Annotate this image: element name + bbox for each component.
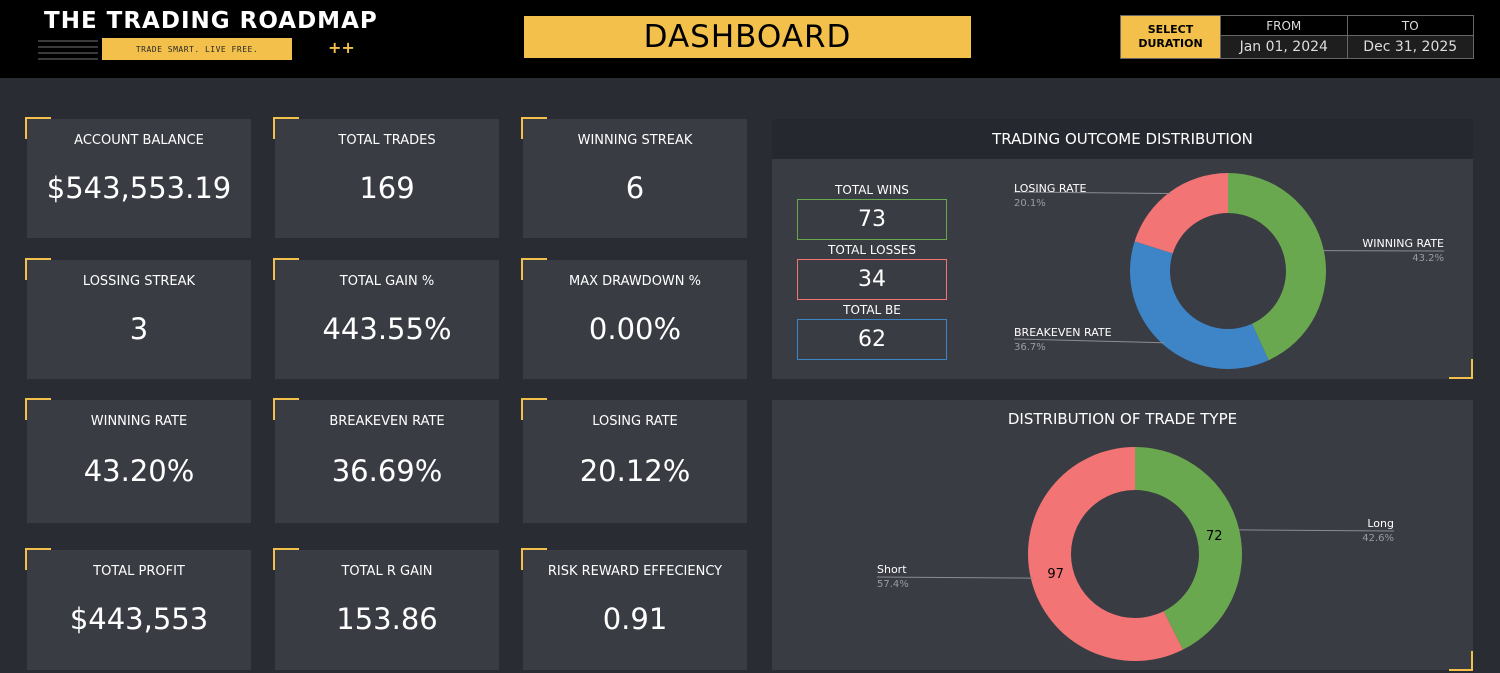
card-breakeven-rate: BREAKEVEN RATE 36.69% (273, 398, 499, 523)
card-value: 0.91 (602, 602, 668, 636)
card-label: BREAKEVEN RATE (329, 414, 445, 429)
card-label: WINNING STREAK (577, 133, 693, 148)
card-winning-rate: WINNING RATE 43.20% (25, 398, 251, 523)
corner-accent (273, 548, 299, 570)
logo-title: THE TRADING ROADMAP (44, 8, 378, 34)
corner-accent (273, 117, 299, 139)
card-label: LOSING RATE (592, 414, 678, 429)
corner-accent (25, 548, 51, 570)
card-value: 169 (359, 171, 415, 205)
total-losses-label: TOTAL LOSSES (827, 243, 917, 257)
logo-decoration (38, 40, 98, 64)
card-label: ACCOUNT BALANCE (74, 133, 204, 148)
card-label: RISK REWARD EFFECIENCY (547, 564, 723, 579)
card-value: 20.12% (579, 454, 691, 488)
card-value: 43.20% (83, 454, 195, 488)
page-title: DASHBOARD (524, 16, 971, 58)
trade-type-donut-chart: Long 42.6% 72 Short 57.4% 97 (876, 447, 1395, 661)
corner-accent (521, 548, 547, 570)
total-losses-value: 34 (797, 259, 947, 300)
card-risk-reward: RISK REWARD EFFECIENCY 0.91 (521, 548, 747, 670)
slice-percent: 57.4% (877, 579, 909, 590)
card-value: 0.00% (588, 312, 682, 346)
card-total-trades: TOTAL TRADES 169 (273, 117, 499, 238)
outcome-donut-chart: WINNING RATE 43.2% BREAKEVEN RATE 36.7% LOSI… (1013, 173, 1444, 369)
panel-title: TRADING OUTCOME DISTRIBUTION (772, 119, 1473, 159)
card-lossing-streak: LOSSING STREAK 3 (25, 258, 251, 379)
card-losing-rate: LOSING RATE 20.12% (521, 398, 747, 523)
card-label: WINNING RATE (90, 414, 188, 429)
card-total-r-gain: TOTAL R GAIN 153.86 (273, 548, 499, 670)
to-date-column: TO Dec 31, 2025 (1346, 16, 1473, 58)
outcome-distribution-panel: TRADING OUTCOME DISTRIBUTION TOTAL WINS … (772, 119, 1473, 379)
slice-label: WINNING RATE (1362, 237, 1444, 250)
card-label: LOSSING STREAK (82, 274, 196, 289)
leader-line (1013, 191, 1172, 195)
donut-slice-losing-rate[interactable] (1134, 173, 1228, 254)
donut-slice-winning-rate[interactable] (1228, 173, 1326, 361)
slice-label: Short (877, 563, 907, 576)
card-total-gain: TOTAL GAIN % 443.55% (273, 258, 499, 379)
leader-line (1237, 529, 1395, 532)
slice-percent: 42.6% (1362, 533, 1394, 544)
card-value: 6 (625, 171, 645, 205)
total-be-label: TOTAL BE (843, 303, 901, 317)
donut-slice-short[interactable] (1028, 447, 1183, 661)
card-max-drawdown: MAX DRAWDOWN % 0.00% (521, 258, 747, 379)
to-date-input[interactable]: Dec 31, 2025 (1347, 36, 1473, 58)
logo-tagline: TRADE SMART. LIVE FREE. (102, 38, 292, 60)
card-winning-streak: WINNING STREAK 6 (521, 117, 747, 238)
slice-percent: 36.7% (1014, 342, 1046, 353)
slice-label: BREAKEVEN RATE (1014, 326, 1112, 339)
from-label: FROM (1221, 16, 1347, 36)
corner-accent (521, 117, 547, 139)
corner-accent (273, 398, 299, 420)
card-label: TOTAL PROFIT (93, 564, 185, 579)
donut-slice-long[interactable] (1135, 447, 1242, 650)
panel-title: DISTRIBUTION OF TRADE TYPE (1007, 410, 1238, 428)
donut-slice-breakeven-rate[interactable] (1130, 241, 1269, 369)
select-duration-line1: SELECT (1147, 23, 1194, 36)
corner-accent (25, 258, 51, 280)
card-value: 3 (129, 312, 149, 346)
leader-line (1013, 338, 1165, 344)
card-label: TOTAL R GAIN (341, 564, 433, 579)
card-account-balance: ACCOUNT BALANCE $543,553.19 (25, 117, 251, 238)
total-wins-label: TOTAL WINS (835, 183, 909, 197)
trade-type-panel: DISTRIBUTION OF TRADE TYPE Long 42.6% 72 Sh… (772, 400, 1473, 670)
corner-accent (521, 258, 547, 280)
duration-selector: SELECT DURATION FROM Jan 01, 2024 TO Dec… (1120, 15, 1474, 59)
to-label: TO (1347, 16, 1473, 36)
slice-value: 72 (1206, 529, 1223, 544)
total-be-value: 62 (797, 319, 947, 360)
corner-accent (25, 398, 51, 420)
card-value: 153.86 (336, 602, 438, 636)
select-duration-line2: DURATION (1138, 37, 1203, 50)
card-total-profit: TOTAL PROFIT $443,553 (25, 548, 251, 670)
slice-label: LOSING RATE (1014, 182, 1086, 195)
corner-accent (1449, 651, 1473, 671)
logo-plus: ++ (328, 38, 355, 57)
card-label: MAX DRAWDOWN % (568, 274, 701, 289)
card-value: 36.69% (331, 454, 443, 488)
corner-accent (273, 258, 299, 280)
corner-accent (25, 117, 51, 139)
card-label: TOTAL GAIN % (339, 274, 435, 289)
card-value: $543,553.19 (46, 171, 232, 205)
card-label: TOTAL TRADES (338, 133, 436, 148)
corner-accent (1449, 359, 1473, 379)
corner-accent (521, 398, 547, 420)
slice-label: Long (1367, 517, 1394, 530)
from-date-input[interactable]: Jan 01, 2024 (1221, 36, 1347, 58)
slice-percent: 20.1% (1014, 198, 1046, 209)
card-value: $443,553 (69, 602, 209, 636)
total-wins-value: 73 (797, 199, 947, 240)
from-date-column: FROM Jan 01, 2024 (1220, 16, 1347, 58)
card-value: 443.55% (322, 312, 452, 346)
top-bar: THE TRADING ROADMAP TRADE SMART. LIVE FR… (0, 0, 1500, 78)
select-duration-label: SELECT DURATION (1121, 16, 1220, 58)
slice-percent: 43.2% (1412, 253, 1444, 264)
slice-value: 97 (1047, 567, 1064, 582)
leader-line (876, 576, 1033, 579)
